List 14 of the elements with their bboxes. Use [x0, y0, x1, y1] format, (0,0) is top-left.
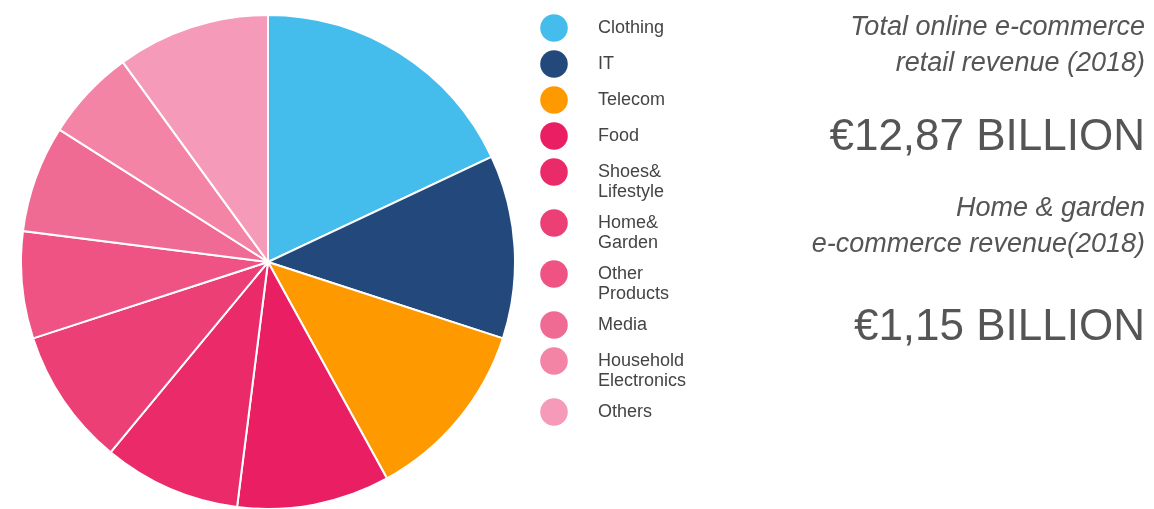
text: Total online e-commerce retail revenue (2018) [850, 11, 1145, 77]
text: €12,87 BILLION [829, 110, 1145, 159]
legend-label: Clothing [598, 17, 665, 37]
legend-label: Telecom [598, 89, 666, 109]
legend-label: Others [598, 401, 653, 421]
legend-label: Food [598, 125, 640, 145]
legend-label: Media [598, 314, 649, 334]
text: €1,15 BILLION [853, 300, 1145, 349]
legend-label: Other Products [598, 263, 670, 303]
legend-label: IT [598, 53, 614, 73]
legend-label: Household Electronics [598, 350, 687, 390]
text: Home & garden e-commerce revenue(2018) [811, 192, 1145, 258]
legend-label: Home& Garden [598, 212, 659, 252]
legend-label: Shoes& Lifestyle [598, 161, 665, 201]
